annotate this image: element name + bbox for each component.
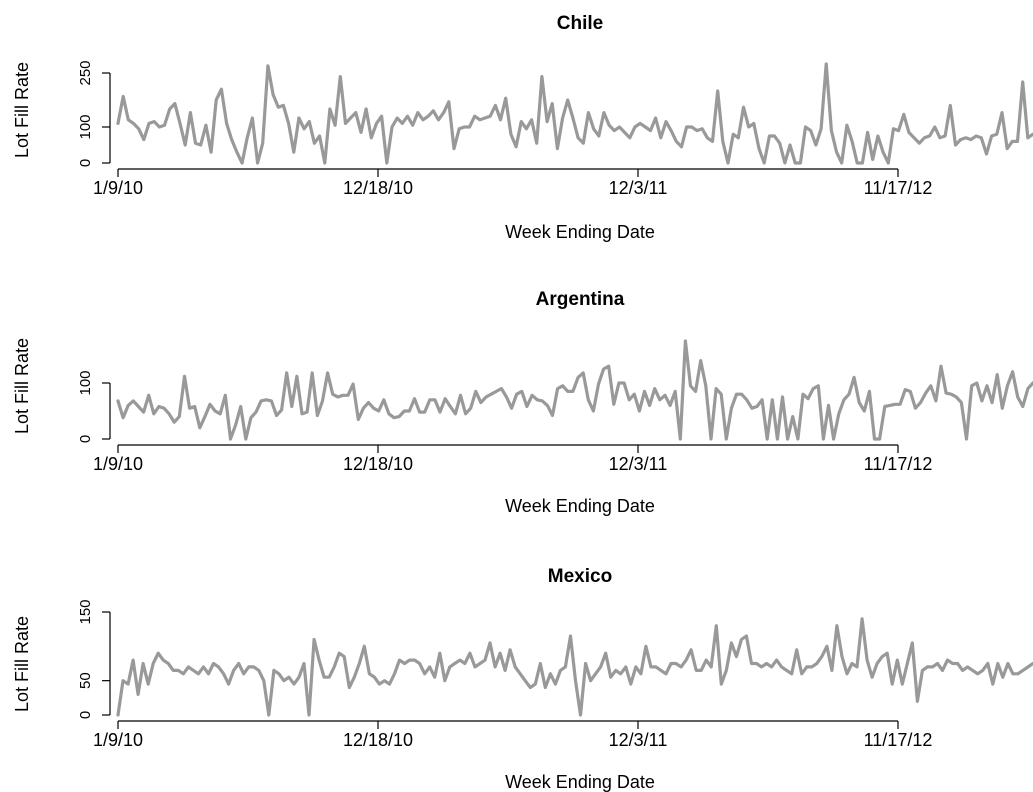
x-axis: 1/9/10 12/18/10 12/3/11 11/17/12 [93, 720, 933, 750]
chart-panel-mexico: Mexico Lot Fill Rate Week Ending Date 0 5… [12, 566, 1033, 792]
data-line [116, 62, 1033, 165]
y-axis-label: Lot Fill Rate [12, 616, 32, 712]
y-tick-label: 250 [77, 60, 94, 85]
y-tick-label: 50 [77, 672, 94, 689]
y-tick-label: 0 [77, 435, 94, 443]
y-tick-label: 150 [77, 599, 94, 624]
x-tick-label: 12/18/10 [343, 178, 413, 198]
data-line [116, 339, 1033, 441]
y-axis-label: Lot Fill Rate [12, 338, 32, 434]
y-axis: 0 100 [77, 370, 111, 443]
x-tick-label: 12/3/11 [609, 178, 668, 198]
x-tick-label: 11/17/12 [864, 178, 933, 198]
x-tick-label: 12/18/10 [343, 730, 413, 750]
y-axis-label: Lot Fill Rate [12, 62, 32, 158]
y-axis: 0 50 150 [77, 599, 111, 719]
y-tick-label: 100 [77, 114, 94, 139]
x-axis-label: Week Ending Date [505, 496, 655, 516]
data-line [116, 617, 1033, 717]
x-tick-label: 1/9/10 [93, 730, 143, 750]
x-axis: 1/9/10 12/18/10 12/3/11 11/17/12 [93, 444, 933, 474]
x-tick-label: 11/17/12 [864, 730, 933, 750]
x-tick-label: 1/9/10 [93, 178, 143, 198]
x-tick-label: 11/17/12 [864, 454, 933, 474]
x-axis-label: Week Ending Date [505, 772, 655, 792]
y-tick-label: 0 [77, 159, 94, 167]
chart-title: Mexico [548, 566, 612, 587]
x-axis: 1/9/10 12/18/10 12/3/11 11/17/12 [93, 168, 933, 198]
chart-title: Argentina [536, 289, 625, 310]
x-axis-label: Week Ending Date [505, 222, 655, 242]
chart-title: Chile [557, 13, 603, 34]
y-axis: 0 100 250 [77, 60, 111, 167]
y-tick-label: 100 [77, 370, 94, 395]
x-tick-label: 12/3/11 [609, 454, 668, 474]
chart-panel-chile: Chile Lot Fill Rate Week Ending Date 0 10… [12, 13, 1033, 242]
x-tick-label: 12/3/11 [609, 730, 668, 750]
x-tick-label: 1/9/10 [93, 454, 143, 474]
x-tick-label: 12/18/10 [343, 454, 413, 474]
chart-panel-argentina: Argentina Lot Fill Rate Week Ending Date… [12, 289, 1033, 516]
y-tick-label: 0 [77, 711, 94, 719]
